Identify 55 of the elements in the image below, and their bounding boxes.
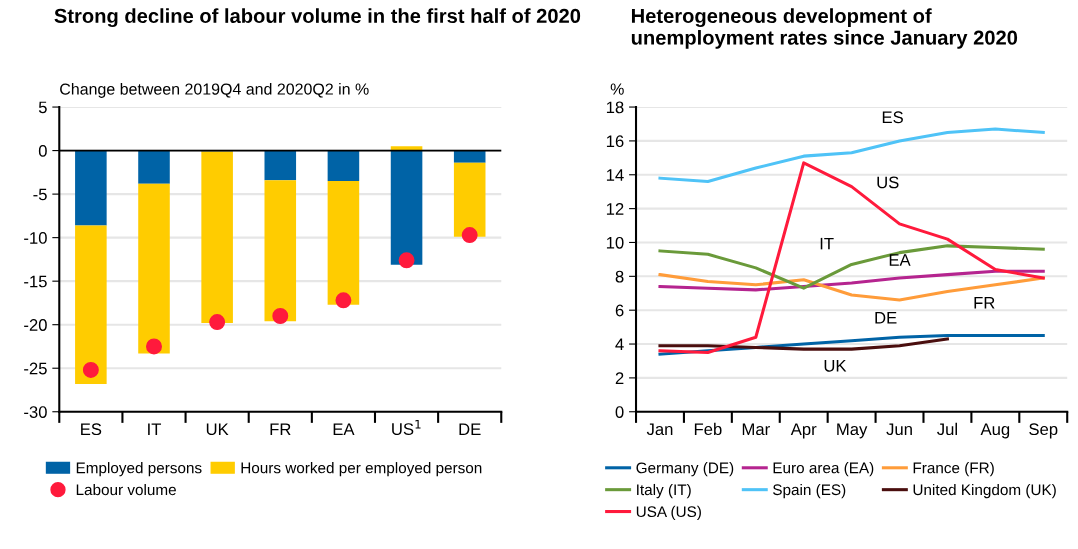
annotation: DE <box>875 312 897 324</box>
y-tick-label: 4 <box>615 338 624 351</box>
annotation: EA <box>889 254 911 266</box>
annotation: IT <box>820 237 834 250</box>
x-tick-label: EA <box>333 423 355 435</box>
x-tick-label: ES <box>81 423 102 436</box>
legend-label: USA (US) <box>636 505 701 521</box>
y-tick-label: 16 <box>606 135 624 148</box>
y-tick-label: 6 <box>615 304 624 317</box>
annotation: ES <box>882 111 903 124</box>
x-tick-label: May <box>837 423 868 439</box>
y-tick-label: -30 <box>24 406 47 418</box>
x-tick-label: Jul <box>937 422 957 436</box>
legend-label: Hours worked per employed person <box>241 462 482 477</box>
y-tick-label: -15 <box>24 275 47 288</box>
x-tick-label: IT <box>148 423 162 435</box>
y-tick-label: -10 <box>24 232 47 244</box>
y-tick-label: 10 <box>606 236 624 249</box>
y-tick-label: -5 <box>33 188 47 201</box>
x-tick-label: US$^{1}$ <box>392 419 421 435</box>
x-tick-label: UK <box>206 423 229 436</box>
chart-title: Heterogeneous development of unemployment rates since January 2020 <box>631 8 1018 49</box>
legend-label: Euro area (EA) <box>773 462 874 477</box>
chart-title: Strong decline of labour volume in the first half of 2020 <box>54 8 581 28</box>
x-tick-label: Apr <box>790 423 817 439</box>
y-tick-label: 2 <box>615 372 624 384</box>
y-tick-label: 5 <box>38 101 47 114</box>
x-tick-label: Feb <box>694 422 722 436</box>
y-tick-label: 8 <box>615 270 624 283</box>
legend-label: Employed persons <box>76 462 202 477</box>
y-tick-label: 14 <box>606 169 624 181</box>
x-tick-label: Mar <box>742 423 770 436</box>
x-tick-label: Jun <box>886 423 912 436</box>
legend-label: Germany (DE) <box>636 462 734 477</box>
y-tick-label: -25 <box>24 362 47 375</box>
annotation: US <box>877 176 899 189</box>
y-axis-title: % <box>610 83 624 95</box>
x-tick-label: FR <box>270 423 291 435</box>
y-tick-label: -20 <box>24 319 47 331</box>
legend-label: Italy (IT) <box>637 483 691 499</box>
y-tick-label: 0 <box>38 144 47 157</box>
y-tick-label: 0 <box>615 406 624 418</box>
y-tick-label: 12 <box>606 203 624 215</box>
legend-label: Spain (ES) <box>773 483 846 499</box>
y-tick-label: 18 <box>606 101 624 114</box>
legend-label: France (FR) <box>913 462 994 477</box>
y-axis-title: Change between 2019Q4 and 2020Q2 in % <box>60 83 369 98</box>
legend-label: Labour volume <box>76 483 176 496</box>
x-tick-label: Jan <box>646 423 673 436</box>
x-tick-label: Aug <box>980 423 1010 439</box>
x-tick-label: DE <box>459 423 481 435</box>
legend-label: United Kingdom (UK) <box>913 483 1056 499</box>
annotation: UK <box>824 360 847 372</box>
annotation: FR <box>974 297 995 309</box>
x-tick-label: Sep <box>1029 423 1058 439</box>
